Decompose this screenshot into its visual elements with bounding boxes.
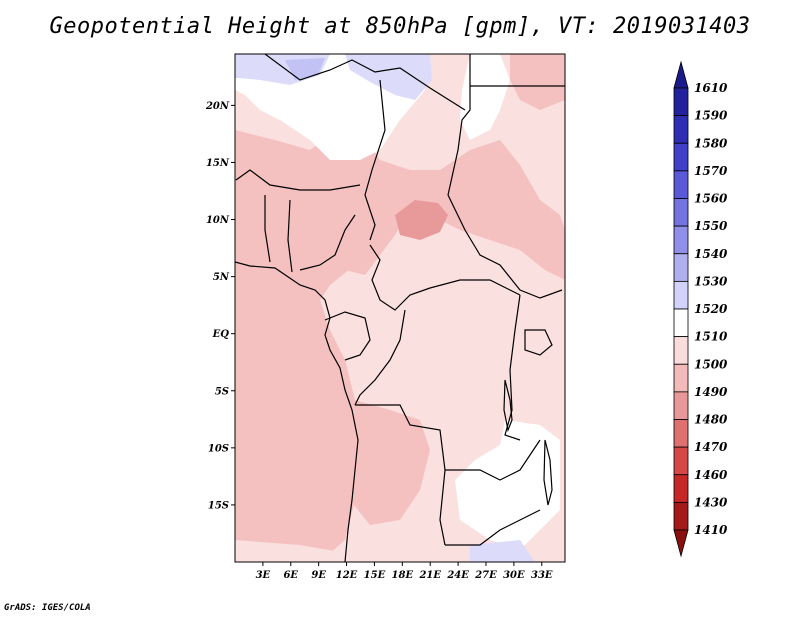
colorbar-segment bbox=[673, 280, 689, 310]
colorbar-label: 1560 bbox=[694, 192, 728, 206]
sahara-border-1 bbox=[264, 54, 466, 111]
field-region-core bbox=[395, 200, 448, 240]
colorbar-label: 1480 bbox=[694, 413, 728, 427]
colorbar-segment bbox=[673, 391, 689, 420]
colorbar-label: 1470 bbox=[694, 440, 728, 454]
colorbar-arrow-top bbox=[673, 60, 689, 89]
colorbar-segment bbox=[673, 142, 689, 172]
colorbar-label: 1410 bbox=[694, 523, 728, 537]
lon-tick-label: 9E bbox=[311, 570, 326, 581]
colorbar-segment bbox=[673, 170, 689, 199]
lat-tick-label: 15N bbox=[206, 158, 230, 169]
coastlines-borders bbox=[235, 54, 565, 562]
colorbar-arrow-bottom bbox=[673, 529, 689, 558]
lat-tick-label: 10N bbox=[206, 215, 230, 226]
lon-tick-label: 33E bbox=[531, 570, 553, 581]
lon-tick-label: 3E bbox=[256, 570, 271, 581]
field-region-north-east-white bbox=[460, 54, 510, 140]
sudan-border bbox=[447, 194, 563, 299]
lat-tick-label: EQ bbox=[212, 329, 230, 340]
field-region-south-white bbox=[235, 540, 350, 562]
footer-credit: GrADS: IGES/COLA bbox=[4, 603, 91, 613]
field-region-congo bbox=[370, 285, 520, 450]
colorbar-segment bbox=[673, 198, 689, 227]
colorbar-segment bbox=[673, 87, 689, 117]
west-africa-coast bbox=[235, 261, 359, 562]
colorbar-label: 1580 bbox=[694, 136, 728, 150]
height-field bbox=[235, 54, 565, 562]
lon-tick-label: 15E bbox=[364, 570, 386, 581]
lon-tick-label: 6E bbox=[283, 570, 298, 581]
colorbar-label: 1570 bbox=[694, 164, 728, 178]
east-africa-border bbox=[504, 294, 521, 441]
lon-tick-label: 18E bbox=[392, 570, 414, 581]
lon-tick-label: 21E bbox=[418, 570, 441, 581]
mozambique-border bbox=[445, 509, 541, 546]
colorbar-label: 1520 bbox=[694, 302, 728, 316]
lon-tick-label: 30E bbox=[503, 570, 525, 581]
field-region-sahel bbox=[235, 130, 565, 280]
zambia-border bbox=[445, 439, 541, 481]
sahel-border bbox=[235, 169, 361, 191]
field-region-angola bbox=[345, 400, 430, 525]
field-region-blue-se bbox=[470, 540, 535, 562]
colorbar-segment bbox=[673, 501, 689, 531]
colorbar-label: 1550 bbox=[694, 219, 728, 233]
map-title: Geopotential Height at 850hPa [gpm], VT:… bbox=[49, 14, 751, 39]
colorbar-label: 1590 bbox=[694, 109, 728, 123]
lon-tick-label: 27E bbox=[474, 570, 497, 581]
benin-border bbox=[287, 199, 293, 273]
ghana-border bbox=[264, 195, 271, 263]
colorbar-segment bbox=[673, 446, 689, 476]
colorbar-label: 1540 bbox=[694, 247, 728, 261]
congo-border bbox=[354, 309, 406, 406]
lake-malawi bbox=[543, 439, 553, 506]
lake-victoria bbox=[524, 329, 553, 356]
colorbar: 1610 1590 1580 1570 1560 1550 1540 1530 1520 1510… bbox=[673, 60, 728, 558]
sahara-border-2 bbox=[447, 54, 471, 196]
lat-tick-label: 5N bbox=[213, 272, 230, 283]
colorbar-segment bbox=[673, 419, 689, 448]
nigeria-chad-border bbox=[299, 214, 356, 271]
colorbar-label: 1510 bbox=[694, 330, 728, 344]
colorbar-segment bbox=[673, 253, 689, 282]
sahara-border-3 bbox=[364, 79, 386, 241]
colorbar-label: 1500 bbox=[694, 357, 728, 371]
colorbar-label: 1460 bbox=[694, 468, 728, 482]
lat-tick-label: 5S bbox=[215, 386, 229, 397]
colorbar-segment bbox=[673, 115, 689, 144]
colorbar-segment bbox=[673, 308, 689, 338]
lon-tick-label: 12E bbox=[336, 570, 358, 581]
lon-tick-label: 24E bbox=[446, 570, 469, 581]
colorbar-segment bbox=[673, 225, 689, 255]
map-frame bbox=[234, 53, 566, 563]
colorbar-segment bbox=[673, 363, 689, 393]
colorbar-label: 1530 bbox=[694, 274, 728, 288]
lake-tanganyika bbox=[503, 379, 513, 433]
field-region-northeast bbox=[510, 54, 565, 110]
longitude-axis: 3E 6E 9E 12E 15E 18E 21E 24E 27E 30E 33E bbox=[256, 562, 553, 581]
colorbar-segment bbox=[673, 474, 689, 503]
colorbar-label: 1610 bbox=[694, 81, 728, 95]
gabon-border bbox=[324, 311, 371, 361]
colorbar-label: 1430 bbox=[694, 495, 728, 509]
latitude-axis: 20N 15N 10N 5N EQ 5S 10S 15S bbox=[205, 101, 235, 511]
lat-tick-label: 15S bbox=[208, 500, 229, 511]
field-region-blue-n bbox=[345, 54, 432, 100]
colorbar-label: 1490 bbox=[694, 385, 728, 399]
field-region-east-white bbox=[455, 420, 560, 550]
angola-border bbox=[355, 404, 446, 546]
colorbar-segment bbox=[673, 336, 689, 365]
lat-tick-label: 20N bbox=[205, 101, 230, 112]
lat-tick-label: 10S bbox=[208, 443, 229, 454]
car-border bbox=[369, 244, 521, 311]
